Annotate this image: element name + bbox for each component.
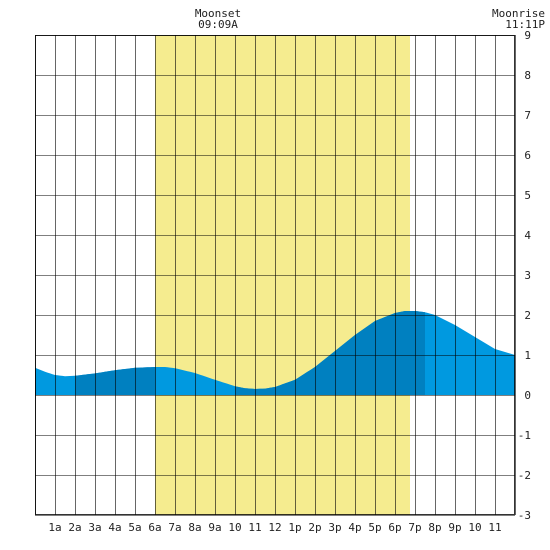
x-tick-label: 7a xyxy=(168,521,181,534)
tick-label-layer: 1a 2a 3a 4a 5a 6a 7a 8a 9a 10 11 12 1p 2p 3p 4p 5p 6p 7p 8p… xyxy=(48,29,531,534)
plot-border xyxy=(35,35,515,515)
x-tick-label: 9p xyxy=(448,521,461,534)
daylight-band xyxy=(155,35,410,515)
tide-area-dark-segment xyxy=(235,311,425,395)
y-tick-label: 4 xyxy=(524,229,531,242)
x-tick-label: 1p xyxy=(288,521,301,534)
moonset-label: Moonset xyxy=(195,7,241,20)
moonrise-time: 11:11P xyxy=(505,18,545,31)
y-tick-label: -1 xyxy=(518,429,531,442)
x-tick-label: 3a xyxy=(88,521,101,534)
x-tick-label: 4p xyxy=(348,521,361,534)
x-tick-label: 4a xyxy=(108,521,121,534)
x-tick-label: 7p xyxy=(408,521,421,534)
y-tick-label: 2 xyxy=(524,309,531,322)
y-tick-label: 0 xyxy=(524,389,531,402)
x-tick-label: 1a xyxy=(48,521,61,534)
y-tick-label: 8 xyxy=(524,69,531,82)
tide-area-layer xyxy=(35,311,515,395)
daylight-layer xyxy=(155,35,410,515)
tide-area-dark-segment xyxy=(75,367,155,395)
x-tick-label: 12 xyxy=(268,521,281,534)
x-tick-label: 5a xyxy=(128,521,141,534)
x-tick-label: 11 xyxy=(488,521,501,534)
y-tick-label: 6 xyxy=(524,149,531,162)
moonset-time: 09:09A xyxy=(198,18,238,31)
x-tick-label: 6a xyxy=(148,521,161,534)
y-tick-label: 9 xyxy=(524,29,531,42)
x-tick-label: 8a xyxy=(188,521,201,534)
x-tick-label: 8p xyxy=(428,521,441,534)
x-tick-label: 11 xyxy=(248,521,261,534)
x-tick-label: 2a xyxy=(68,521,81,534)
x-tick-label: 2p xyxy=(308,521,321,534)
annotation-layer: Moonset 09:09A Moonrise 11:11P xyxy=(195,7,546,31)
x-tick-label: 9a xyxy=(208,521,221,534)
y-tick-label: 1 xyxy=(524,349,531,362)
x-tick-label: 10 xyxy=(228,521,241,534)
x-tick-label: 3p xyxy=(328,521,341,534)
x-tick-label: 5p xyxy=(368,521,381,534)
grid-layer xyxy=(35,35,516,516)
x-tick-label: 10 xyxy=(468,521,481,534)
y-tick-label: 3 xyxy=(524,269,531,282)
y-tick-label: -2 xyxy=(518,469,531,482)
x-tick-label: 6p xyxy=(388,521,401,534)
y-tick-label: -3 xyxy=(518,509,531,522)
y-tick-label: 7 xyxy=(524,109,531,122)
moonrise-label: Moonrise xyxy=(492,7,545,20)
y-tick-label: 5 xyxy=(524,189,531,202)
